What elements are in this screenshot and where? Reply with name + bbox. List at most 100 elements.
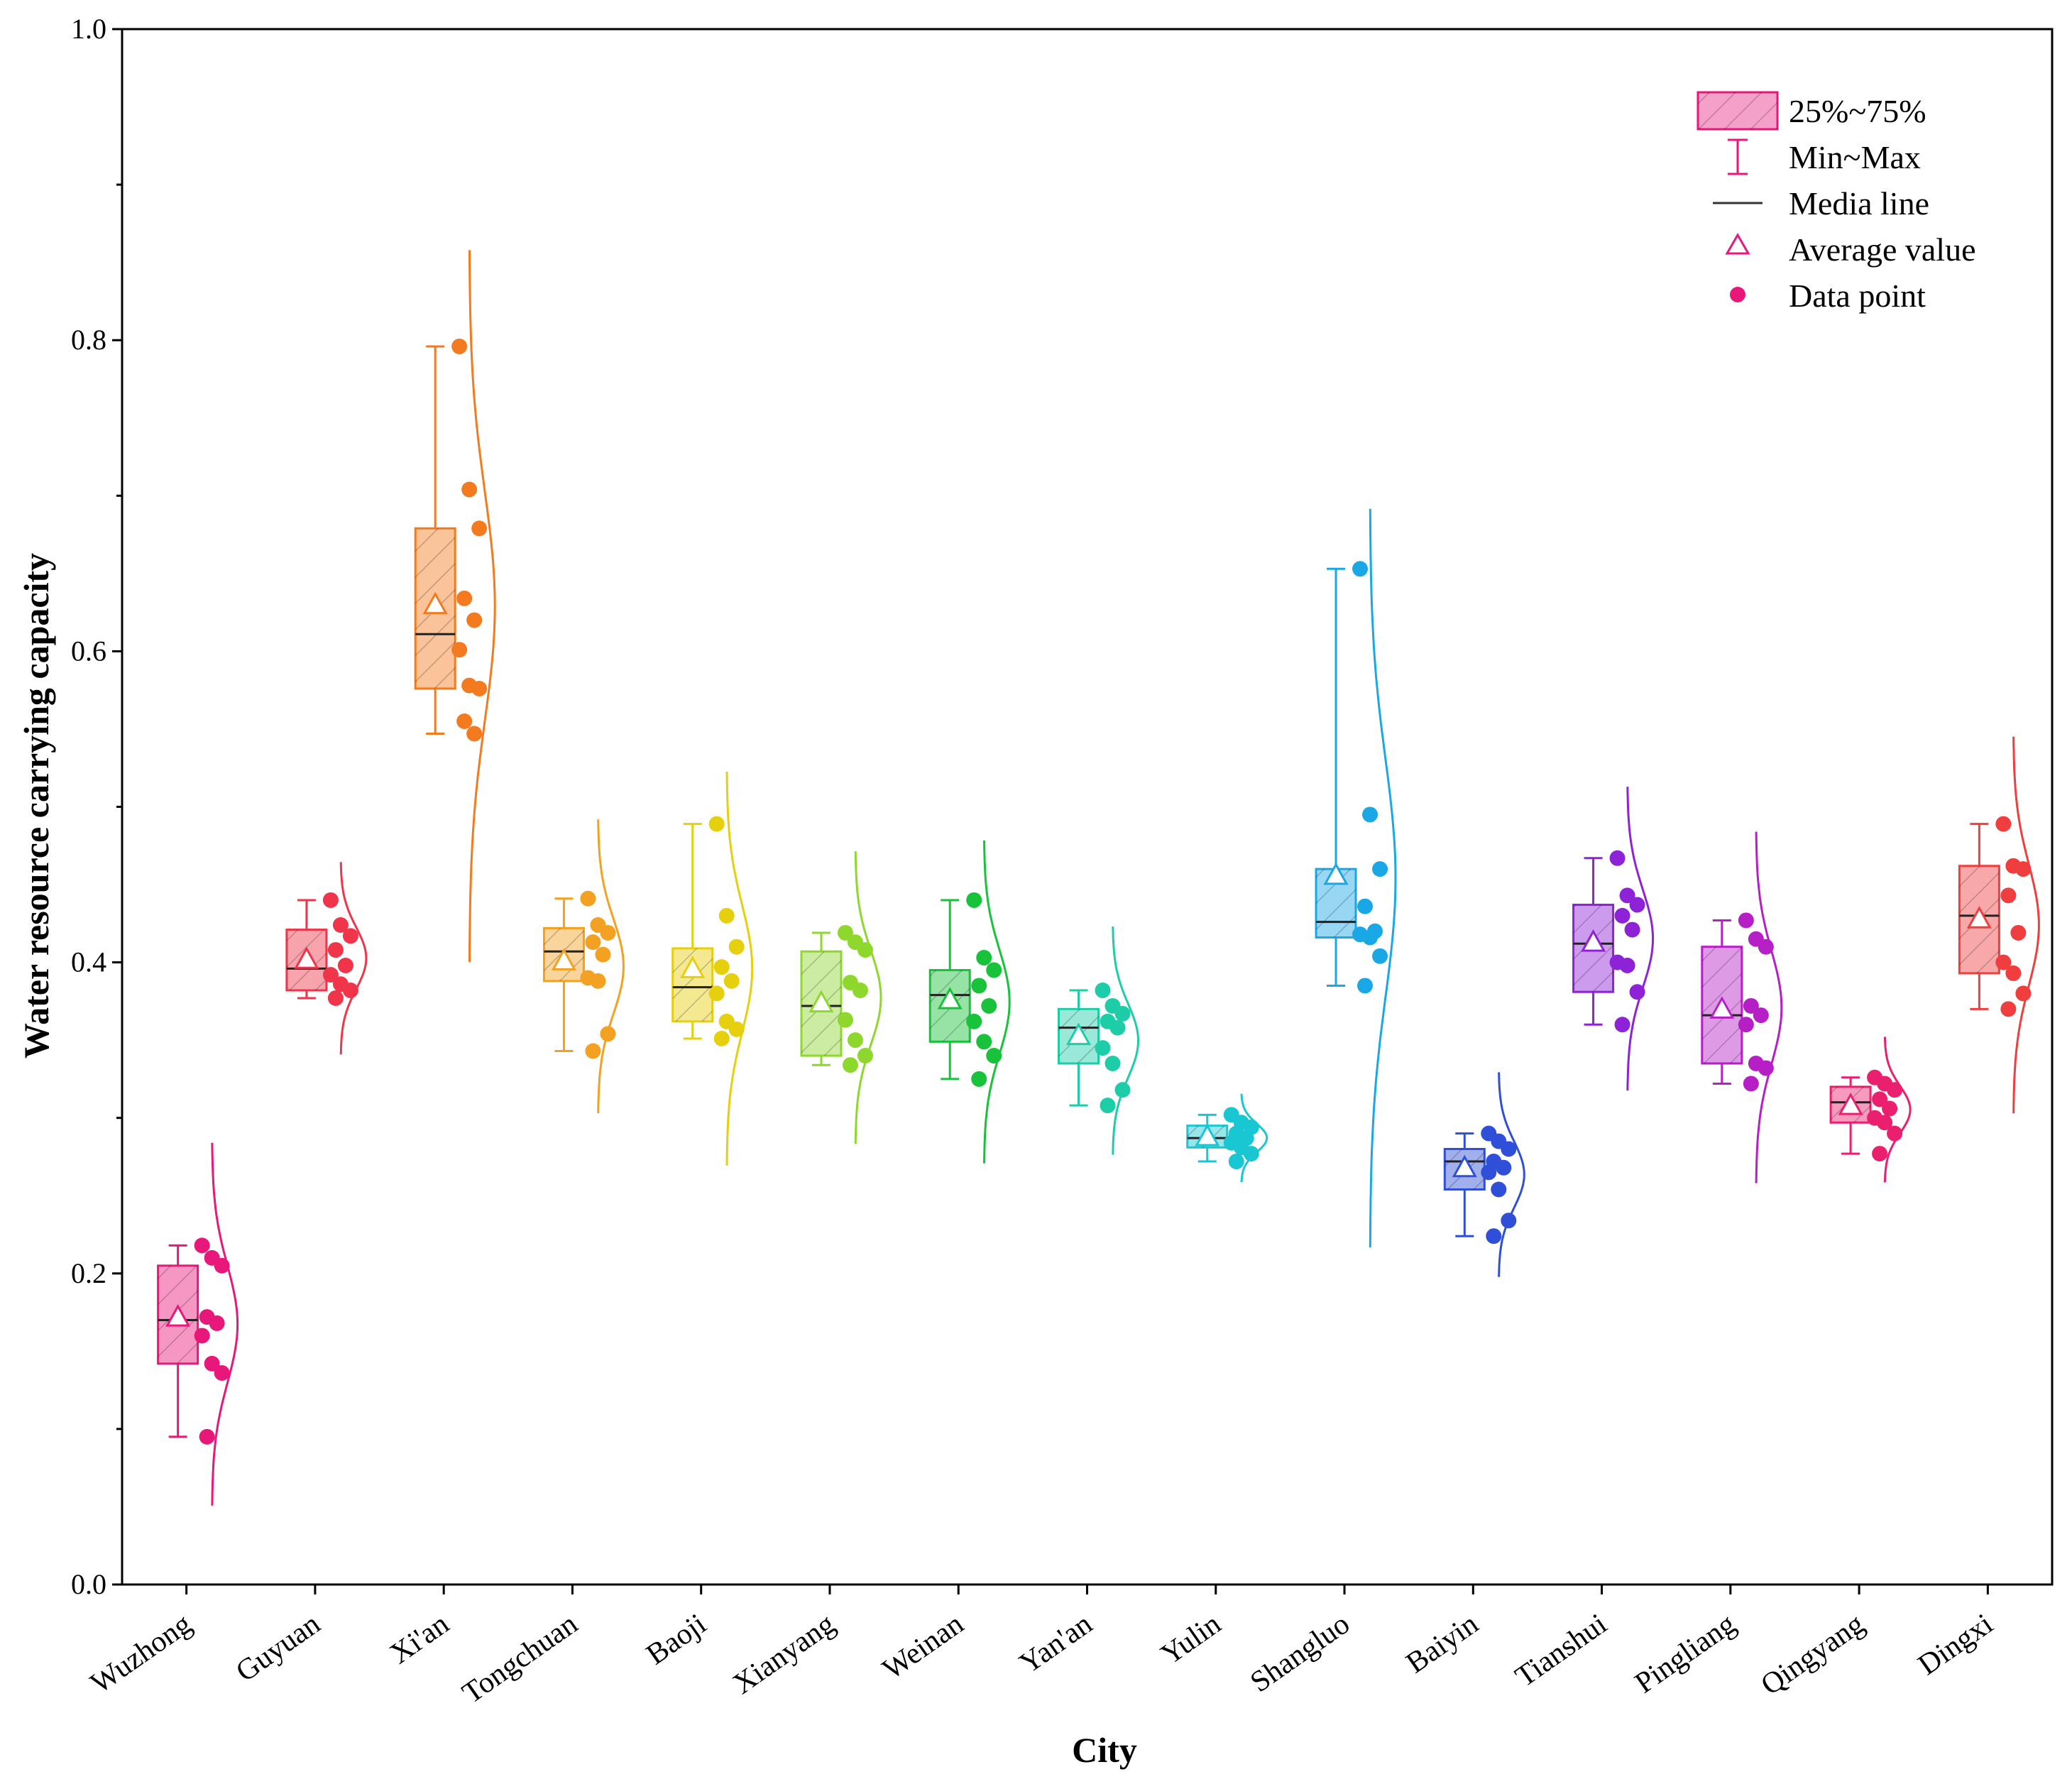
distribution-curve bbox=[1240, 1093, 1268, 1183]
legend-label-point: Data point bbox=[1789, 278, 1926, 314]
distribution-curve bbox=[1112, 926, 1140, 1155]
y-tick-label: 0.8 bbox=[71, 324, 106, 356]
data-point bbox=[199, 1428, 215, 1445]
city-group-baiyin bbox=[1443, 1072, 1525, 1277]
data-point bbox=[1609, 850, 1626, 866]
data-point bbox=[1619, 957, 1635, 973]
x-tick-label: Dingxi bbox=[1912, 1608, 1999, 1682]
x-tick-label: Wuzhong bbox=[85, 1608, 198, 1700]
data-point bbox=[1995, 954, 2012, 970]
x-tick-label: Xianyang bbox=[728, 1608, 841, 1701]
data-point bbox=[1619, 887, 1635, 904]
data-point bbox=[580, 890, 596, 907]
data-point bbox=[837, 1012, 853, 1028]
data-point bbox=[2000, 887, 2017, 904]
data-point bbox=[327, 942, 344, 958]
data-point bbox=[847, 1032, 863, 1049]
data-point bbox=[1104, 1056, 1121, 1072]
data-point bbox=[1372, 861, 1388, 877]
distribution-curve bbox=[339, 862, 368, 1055]
distribution-curve bbox=[468, 250, 496, 963]
legend-box-swatch-hatch bbox=[1698, 92, 1777, 129]
data-point bbox=[708, 985, 725, 1002]
city-group-xianyang bbox=[800, 851, 882, 1144]
data-point bbox=[728, 1021, 745, 1037]
legend-label-mean: Average value bbox=[1789, 231, 1976, 268]
data-point bbox=[1629, 897, 1645, 913]
data-point bbox=[204, 1355, 220, 1372]
data-point bbox=[1743, 1076, 1759, 1092]
data-point bbox=[708, 816, 725, 832]
data-point bbox=[456, 713, 473, 729]
mean-marker bbox=[1838, 1093, 1863, 1115]
data-point bbox=[456, 590, 473, 606]
distribution-curve bbox=[983, 840, 1011, 1164]
distribution-curve bbox=[211, 1142, 239, 1506]
data-point bbox=[1228, 1154, 1244, 1170]
data-point bbox=[1614, 1017, 1630, 1033]
data-point bbox=[1362, 806, 1378, 823]
distribution-curve bbox=[1498, 1072, 1525, 1277]
data-point bbox=[1753, 1007, 1769, 1024]
data-point bbox=[1872, 1091, 1888, 1107]
data-point bbox=[342, 928, 358, 944]
data-point bbox=[2005, 965, 2022, 981]
legend-label-box: 25%~75% bbox=[1789, 93, 1926, 129]
city-group-weinan bbox=[928, 840, 1011, 1164]
data-point bbox=[718, 907, 735, 924]
data-point bbox=[986, 1048, 1002, 1064]
distribution-curve bbox=[854, 851, 882, 1144]
data-point bbox=[194, 1237, 210, 1254]
data-point bbox=[1887, 1082, 1903, 1098]
data-point bbox=[1491, 1181, 1507, 1198]
x-tick-label: Pingliang bbox=[1629, 1608, 1741, 1700]
mean-marker bbox=[551, 948, 576, 970]
data-point bbox=[1481, 1164, 1497, 1181]
y-tick-label: 1.0 bbox=[71, 13, 106, 45]
data-point bbox=[194, 1328, 210, 1344]
data-point bbox=[842, 1057, 858, 1073]
data-point bbox=[209, 1315, 225, 1331]
city-group-shangluo bbox=[1315, 508, 1397, 1248]
data-point bbox=[1614, 907, 1630, 924]
data-point bbox=[1357, 898, 1374, 914]
plot-frame bbox=[121, 28, 2054, 1586]
mean-marker bbox=[937, 987, 963, 1009]
data-point bbox=[976, 1034, 992, 1050]
mean-marker bbox=[294, 946, 319, 969]
data-point bbox=[986, 962, 1002, 978]
data-point bbox=[1352, 561, 1369, 577]
data-point bbox=[1995, 816, 2012, 832]
x-tick-label: Yan'an bbox=[1014, 1608, 1098, 1680]
mean-marker bbox=[808, 990, 834, 1013]
city-group-tianshui bbox=[1572, 787, 1655, 1091]
data-point bbox=[1486, 1228, 1502, 1244]
data-point bbox=[1114, 1005, 1131, 1022]
data-point bbox=[471, 680, 488, 696]
data-point bbox=[981, 997, 997, 1014]
city-group-yanan bbox=[1058, 926, 1140, 1155]
data-point bbox=[600, 1026, 616, 1042]
data-point bbox=[322, 892, 339, 908]
city-group-baoji bbox=[672, 771, 754, 1166]
x-axis-title: City bbox=[1072, 1730, 1137, 1770]
data-point bbox=[327, 990, 344, 1006]
mean-marker bbox=[1323, 862, 1349, 885]
data-point bbox=[1109, 1019, 1126, 1036]
distribution-curve bbox=[1369, 508, 1397, 1248]
city-group-pingliang bbox=[1701, 831, 1783, 1183]
data-point bbox=[1362, 929, 1378, 946]
data-point bbox=[451, 338, 468, 354]
mean-marker bbox=[422, 591, 448, 615]
data-point bbox=[2010, 924, 2027, 941]
mean-marker bbox=[1709, 996, 1735, 1019]
mean-marker bbox=[1195, 1123, 1220, 1147]
distribution-curve bbox=[1883, 1036, 1912, 1183]
x-tick-label: Tongchuan bbox=[456, 1608, 583, 1710]
data-point bbox=[466, 726, 483, 742]
x-tick-label: Shangluo bbox=[1244, 1608, 1355, 1700]
y-tick-label: 0.4 bbox=[71, 946, 106, 978]
x-tick-label: Weinan bbox=[877, 1608, 970, 1687]
x-tick-label: Qingyang bbox=[1755, 1608, 1870, 1702]
data-point bbox=[971, 1071, 987, 1087]
